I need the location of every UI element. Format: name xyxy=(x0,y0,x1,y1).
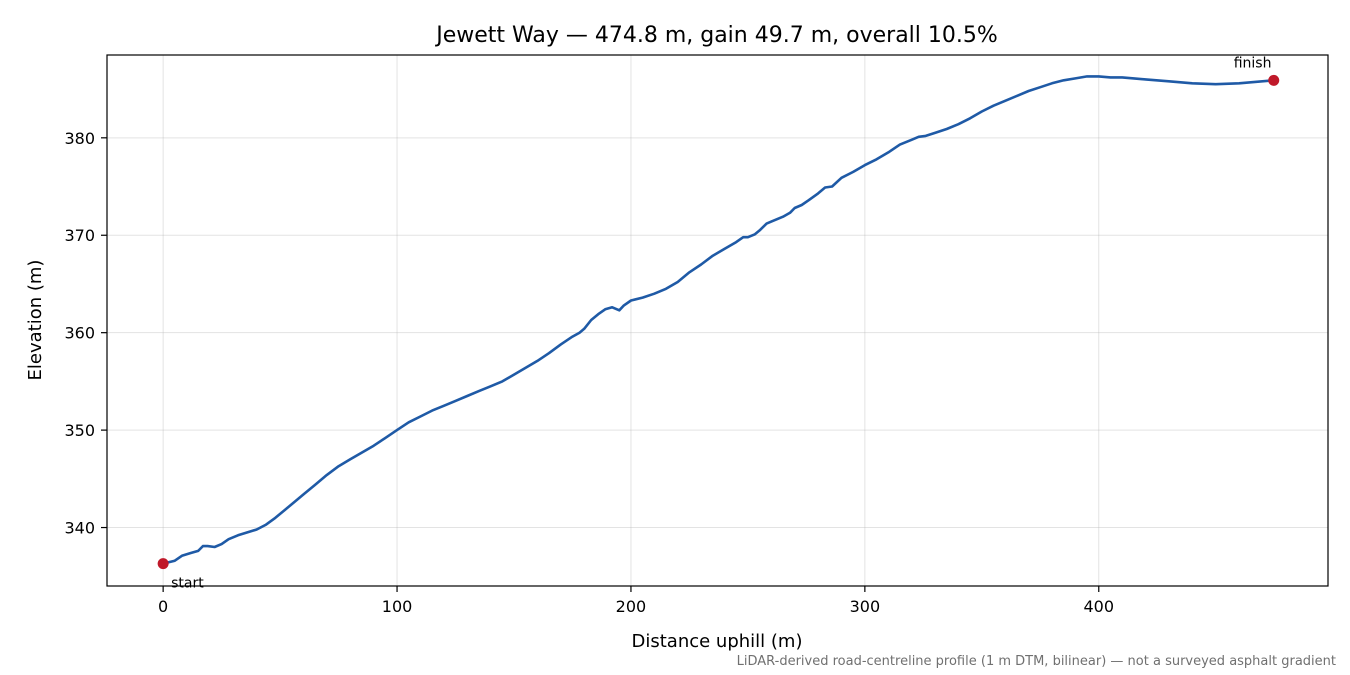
y-axis-label: Elevation (m) xyxy=(25,260,46,381)
chart-title: Jewett Way — 474.8 m, gain 49.7 m, overa… xyxy=(434,23,998,48)
x-axis-label: Distance uphill (m) xyxy=(632,631,803,652)
plot-frame xyxy=(106,54,1329,587)
y-tick-label-3: 370 xyxy=(64,226,95,245)
y-axis: 340 350 360 370 380 xyxy=(64,129,107,538)
x-tick-label-3: 300 xyxy=(850,597,881,616)
start-label: start xyxy=(171,576,204,592)
y-tick-label-2: 360 xyxy=(64,324,95,343)
y-tick-label-4: 380 xyxy=(64,129,95,148)
footnote: LiDAR-derived road-centreline profile (1… xyxy=(737,654,1336,669)
x-tick-label-4: 400 xyxy=(1083,597,1114,616)
plot-area: start finish xyxy=(157,55,1280,592)
y-tick-label-0: 340 xyxy=(64,519,95,538)
grid xyxy=(107,55,1328,586)
start-marker xyxy=(157,558,169,570)
x-axis: 0 100 200 300 400 xyxy=(158,586,1114,616)
x-tick-label-0: 0 xyxy=(158,597,168,616)
x-tick-label-1: 100 xyxy=(382,597,413,616)
finish-marker xyxy=(1268,74,1280,86)
finish-label: finish xyxy=(1234,55,1272,71)
elevation-line xyxy=(161,75,1275,565)
y-tick-label-1: 350 xyxy=(64,421,95,440)
x-tick-label-2: 200 xyxy=(616,597,647,616)
